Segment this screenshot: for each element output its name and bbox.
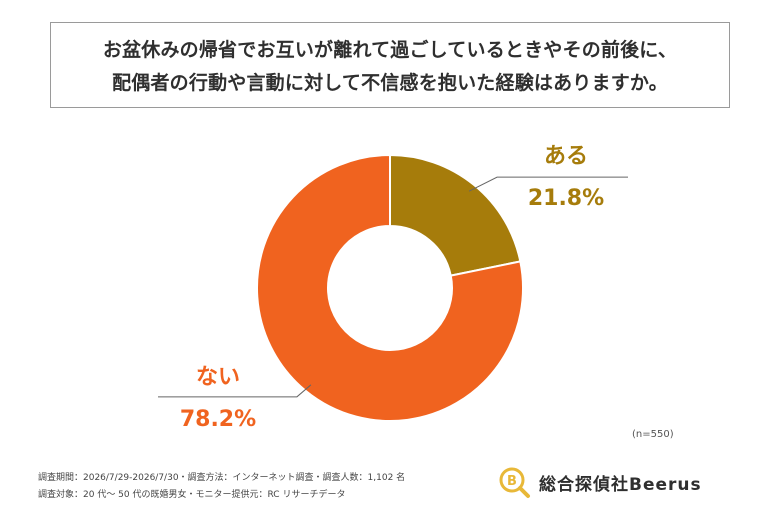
donut-slice-no [256,153,524,422]
chart-title-line-1: お盆休みの帰省でお互いが離れて過ごしているときやその前後に、 [102,39,678,61]
slice-label-no: ない [196,365,240,390]
magnifier-logo-icon: B [499,467,530,498]
company-logo: B 総合探偵社Beerus [497,465,702,499]
slice-percent-no: 78.2% [180,407,256,432]
slice-label-yes: ある [544,144,588,169]
logo-text: 総合探偵社Beerus [539,474,702,495]
leader-line-no [158,384,312,398]
svg-text:B: B [507,474,517,489]
survey-footnote-2: 調査対象：20 代〜 50 代の既婚男女・モニター提供元：RC リサーチデータ [38,490,346,500]
sample-size-note: (n=550) [632,429,674,440]
slice-percent-yes: 21.8% [528,186,604,211]
survey-footnote-1: 調査期間：2026/7/29-2026/7/30・調査方法：インターネット調査・… [38,473,406,483]
donut-slice-yes [389,153,522,277]
leader-line-yes [468,176,628,192]
chart-title-box: お盆休みの帰省でお互いが離れて過ごしているときやその前後に、 配偶者の行動や言動… [50,22,730,108]
chart-title-line-2: 配偶者の行動や言動に対して不信感を抱いた経験はありますか。 [112,72,668,94]
